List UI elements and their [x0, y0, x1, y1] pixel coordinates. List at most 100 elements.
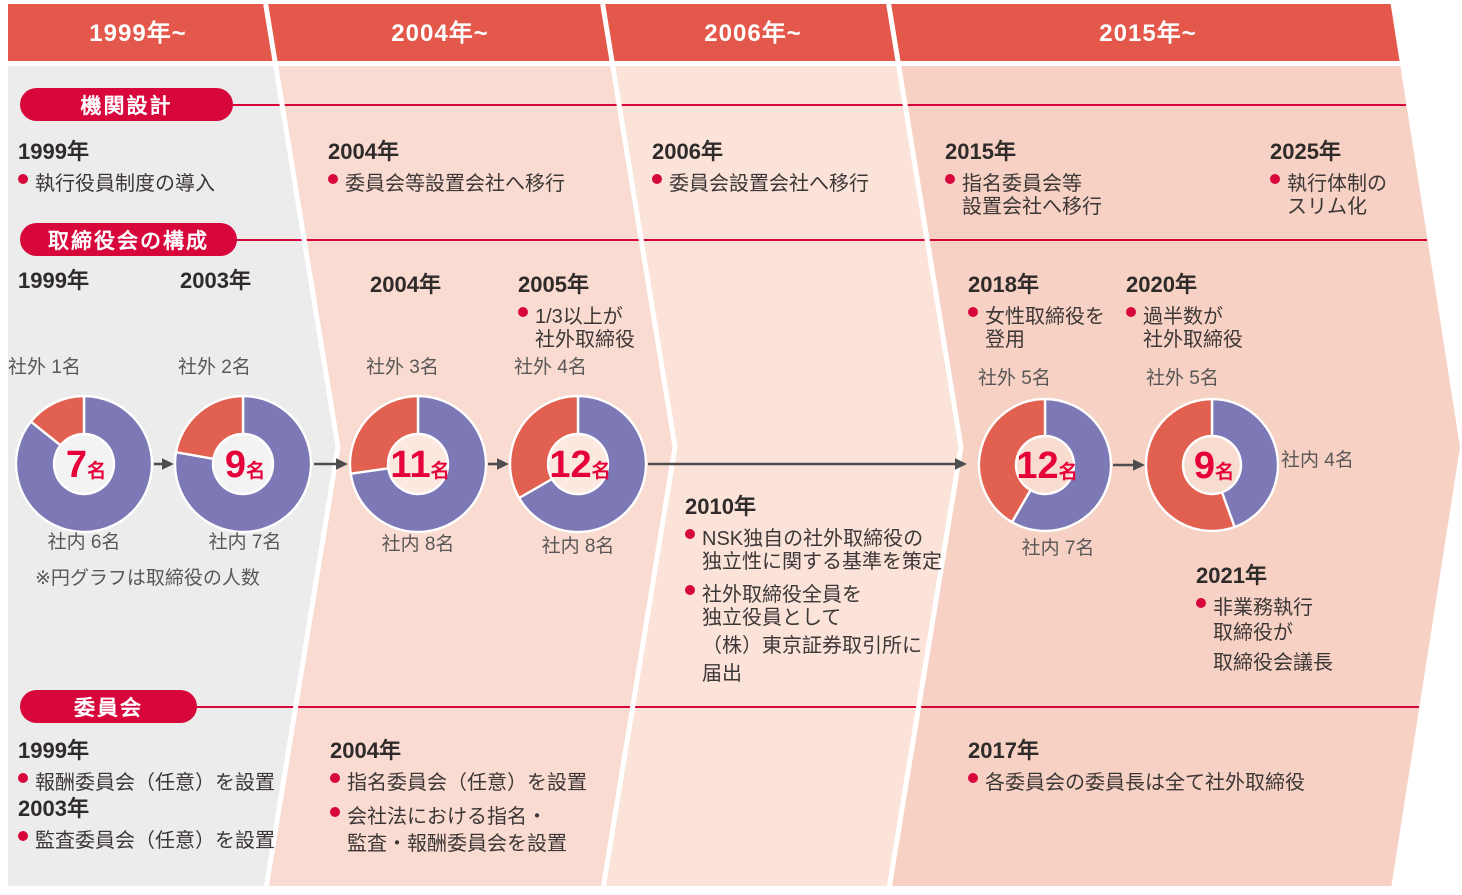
org-2006-year: 2006年: [652, 139, 723, 164]
donut-segment: [174, 394, 245, 460]
donut-segment: [1144, 397, 1236, 533]
board-1999-year: 1999年: [18, 268, 89, 293]
org-2015-year: 2015年: [945, 139, 1016, 164]
timeline-divider: [263, 3, 341, 887]
flow-arrow-head: [1133, 459, 1145, 471]
donut-inside-label: 社内 4名: [1281, 450, 1354, 471]
donut-outside-label: 社外 1名: [8, 357, 81, 378]
board-2010-item2-line4: 届出: [702, 663, 742, 685]
donut-segment: [508, 394, 580, 500]
board-2020-item: 過半数が: [1126, 300, 1223, 329]
donut-hole: [384, 430, 452, 498]
board-2010-item2-line2: 独立役員として: [702, 607, 842, 629]
milestone-text: 委員会等設置会社へ移行: [345, 173, 565, 195]
bullet-dot: [685, 585, 695, 595]
donut-center-label: 11名: [390, 444, 449, 486]
board-2010-item1: NSK独自の社外取締役の: [685, 522, 923, 551]
milestone-text: 非業務執行: [1213, 597, 1313, 619]
org-2025-item: 執行体制の: [1270, 167, 1387, 196]
milestone-text: 女性取締役を: [985, 306, 1105, 328]
period-header-1999: 1999年~: [89, 20, 187, 47]
period-header-2006: 2006年~: [704, 20, 802, 47]
milestone-text: 委員会設置会社へ移行: [669, 173, 869, 195]
donut-center-label: 12名: [1016, 445, 1077, 487]
period-header-2015: 2015年~: [1099, 20, 1197, 47]
donut-segment: [977, 397, 1047, 524]
donut-center-label: 9名: [1194, 445, 1234, 487]
donut-outside-label: 社外 5名: [978, 368, 1051, 389]
column-band: [8, 66, 338, 886]
flow-arrow-head: [955, 458, 967, 470]
board-2005-item-line2: 社外取締役: [535, 329, 635, 351]
donut-segment: [1210, 397, 1280, 529]
donut-segment: [14, 394, 154, 534]
period-band-segment: [888, 4, 1400, 61]
donut-inside-label: 社内 8名: [541, 536, 615, 557]
donut-inside-label: 社内 7名: [1021, 538, 1095, 559]
period-band-segment: [602, 4, 898, 61]
committee-2004-item1: 指名委員会（任意）を設置: [330, 766, 587, 795]
board-2005-year: 2005年: [518, 272, 589, 297]
board-2021-item-line3: 取締役会議長: [1213, 652, 1333, 674]
org-1999-year: 1999年: [18, 139, 89, 164]
org-2015-item-line2: 設置会社へ移行: [962, 196, 1102, 218]
bullet-dot: [652, 174, 662, 184]
period-header-2004: 2004年~: [391, 20, 489, 47]
bullet-dot: [1270, 174, 1280, 184]
board-2005-item: 1/3以上が: [518, 300, 623, 329]
donut-center-label: 7名: [66, 444, 106, 486]
board-2018-item-line2: 登用: [985, 329, 1025, 351]
timeline-divider: [886, 3, 964, 887]
timeline-divider: [600, 3, 678, 887]
committee-2004-year: 2004年: [330, 738, 401, 763]
milestone-text: 社外取締役全員を: [702, 584, 862, 606]
org-1999-item: 執行役員制度の導入: [18, 167, 215, 196]
org-2006-item: 委員会設置会社へ移行: [652, 167, 869, 196]
flow-arrow-head: [162, 458, 174, 470]
bullet-dot: [330, 807, 340, 817]
milestone-text: 監査委員会（任意）を設置: [35, 830, 275, 852]
donut-outside-label: 社外 2名: [178, 357, 251, 378]
board-2018-item: 女性取締役を: [968, 300, 1105, 329]
bullet-dot: [685, 529, 695, 539]
donut-outside-label: 社外 5名: [1146, 368, 1219, 389]
committee-1999-year: 1999年: [18, 738, 89, 763]
milestone-text: 指名委員会等: [962, 173, 1082, 195]
milestone-text: NSK独自の社外取締役の: [702, 528, 924, 550]
donut-outside-label: 社外 3名: [366, 357, 439, 378]
donut-footnote: ※円グラフは取締役の人数: [35, 568, 260, 589]
donut-center-label: 9名: [225, 444, 265, 486]
board-2021-item-line2: 取締役が: [1213, 622, 1293, 644]
bullet-dot: [945, 174, 955, 184]
donut-hole: [1179, 432, 1245, 498]
board-2010-item2: 社外取締役全員を: [685, 578, 862, 607]
board-2003-year: 2003年: [180, 268, 251, 293]
board-2010-item1-line2: 独立性に関する基準を策定: [702, 551, 942, 573]
donut-hole: [1012, 432, 1078, 498]
board-2020-year: 2020年: [1126, 272, 1197, 297]
board-2010-item2-line3: （株）東京証券取引所に: [702, 635, 922, 657]
column-band: [603, 66, 961, 886]
board-2020-item-line2: 社外取締役: [1143, 329, 1243, 351]
donut-hole: [544, 430, 612, 498]
committee-1999-item: 報酬委員会（任意）を設置: [18, 766, 275, 795]
milestone-text: 執行体制の: [1287, 173, 1387, 195]
section-pill-committee: 委員会: [20, 690, 197, 723]
milestone-text: 各委員会の委員長は全て社外取締役: [985, 772, 1305, 794]
flow-arrow-head: [497, 458, 509, 470]
donut-segment: [173, 394, 313, 534]
donut-segment: [29, 394, 86, 447]
donut-segment: [517, 394, 648, 534]
bullet-dot: [518, 307, 528, 317]
board-2010-year: 2010年: [685, 494, 756, 519]
bullet-dot: [968, 773, 978, 783]
section-pill-organization: 機関設計: [20, 88, 233, 121]
bullet-dot: [968, 307, 978, 317]
org-2025-item-line2: スリム化: [1287, 196, 1367, 218]
donut-hole: [209, 430, 277, 498]
milestone-text: 1/3以上が: [535, 306, 623, 328]
committee-2003-year: 2003年: [18, 796, 89, 821]
org-2025-year: 2025年: [1270, 139, 1341, 164]
